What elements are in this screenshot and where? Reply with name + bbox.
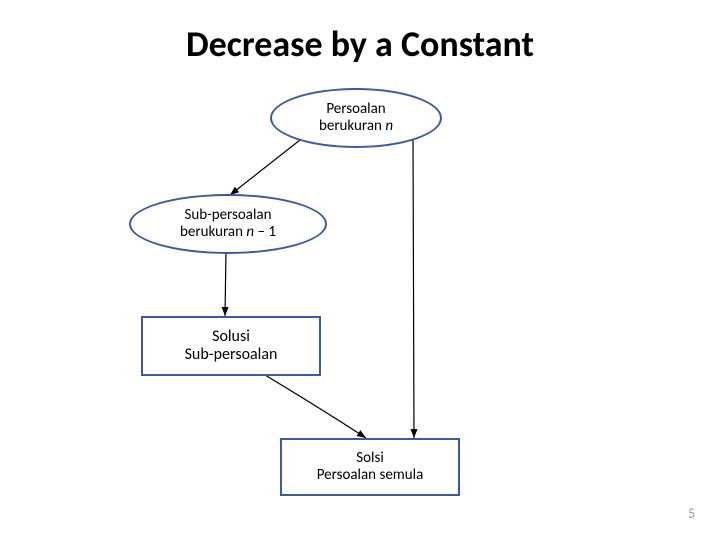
- slide: Decrease by a Constant Persoalan berukur…: [0, 0, 720, 540]
- node-subsolution-line1: Solusi: [212, 328, 250, 346]
- node-subproblem-line1: Sub-persoalan: [184, 207, 271, 224]
- slide-title: Decrease by a Constant: [0, 22, 720, 66]
- node-finalsolution-line2: Persoalan semula: [317, 467, 424, 484]
- node-problem-line1: Persoalan: [326, 101, 385, 118]
- text: berukuran: [180, 223, 246, 241]
- node-problem: Persoalan berukuran n: [270, 88, 442, 148]
- node-subproblem-line2: berukuran n – 1: [180, 224, 276, 241]
- text: – 1: [254, 223, 276, 241]
- node-finalsolution: Solsi Persoalan semula: [280, 438, 460, 496]
- node-subproblem: Sub-persoalan berukuran n – 1: [129, 194, 327, 254]
- node-finalsolution-line1: Solsi: [356, 450, 384, 467]
- text: berukuran: [319, 117, 385, 135]
- node-subsolution: Solusi Sub-persoalan: [141, 316, 321, 376]
- node-problem-line2: berukuran n: [319, 118, 393, 135]
- node-subsolution-line2: Sub-persoalan: [185, 346, 278, 364]
- var-n: n: [385, 117, 393, 135]
- page-number: 5: [688, 505, 695, 522]
- var-n: n: [246, 223, 254, 241]
